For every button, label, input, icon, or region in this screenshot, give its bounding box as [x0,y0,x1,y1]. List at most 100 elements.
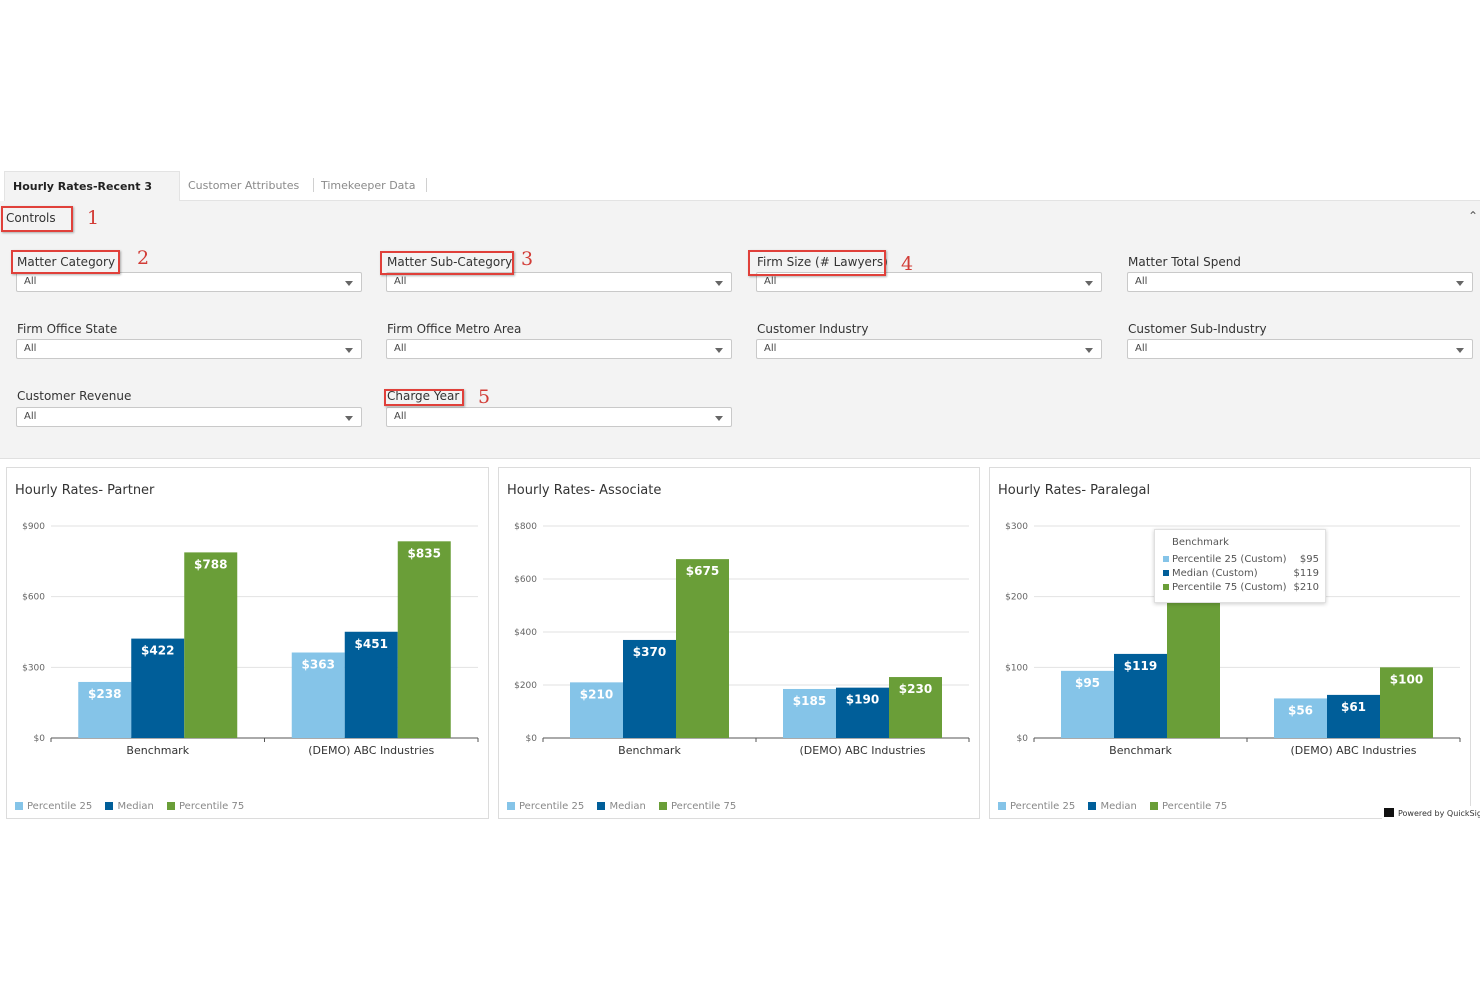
chart-tooltip: Benchmark Percentile 25 (Custom) $95 Medi… [1154,529,1326,603]
tab-hourly-rates[interactable]: Hourly Rates-Recent 3 Years [4,171,180,223]
y-tick-label: $300 [1005,522,1028,532]
bar[interactable] [1061,670,1114,738]
annotation-box-matter-sub-category [380,251,514,275]
legend-label: Percentile 75 [671,801,737,812]
bar[interactable] [184,552,238,738]
tab-customer-attributes[interactable]: Customer Attributes [188,179,300,192]
legend-item[interactable]: Percentile 25 [15,801,92,812]
data-label: $210 [580,687,613,701]
caret-down-icon [715,348,723,353]
bar[interactable] [783,688,836,738]
customer-revenue-dropdown[interactable]: All [16,407,362,427]
legend-item[interactable]: Percentile 25 [998,801,1075,812]
matter-sub-category-dropdown[interactable]: All [386,272,732,292]
dropdown-value: All [394,276,407,287]
filter-label-customer-sub-industry: Customer Sub-Industry [1128,322,1267,336]
dropdown-value: All [1135,276,1148,287]
bar[interactable] [397,541,451,738]
y-tick-label: $200 [514,681,537,691]
data-label: $190 [846,693,879,707]
chart-title: Hourly Rates- Partner [15,483,155,498]
caret-down-icon [345,348,353,353]
tooltip-title: Benchmark [1172,537,1229,548]
sheet-tabs: Hourly Rates-Recent 3 Years Customer Att… [4,171,1480,223]
data-label: $238 [88,687,121,701]
tooltip-value: $119 [1293,568,1319,579]
legend-label: Percentile 25 [27,801,93,812]
firm-office-metro-area-dropdown[interactable]: All [386,339,732,359]
matter-category-dropdown[interactable]: All [16,272,362,292]
caret-down-icon [345,416,353,421]
legend-item[interactable]: Percentile 25 [507,801,584,812]
data-label: $230 [899,682,932,696]
bar[interactable] [1380,667,1433,738]
legend-item[interactable]: Median [105,801,154,812]
charge-year-dropdown[interactable]: All [386,407,732,427]
bar[interactable] [131,638,185,738]
bar[interactable] [78,681,132,738]
y-tick-label: $800 [514,522,537,532]
associate-bar-chart: $0 $200 $400 $600 $800 $210 $370 $675 Benchmark $… [514,522,970,757]
customer-sub-industry-dropdown[interactable]: All [1127,339,1473,359]
bar[interactable] [1274,698,1327,738]
legend-item[interactable]: Percentile 75 [659,801,736,812]
bar[interactable] [1167,589,1220,738]
bar[interactable] [676,559,729,738]
legend-label: Percentile 75 [1162,801,1228,812]
filter-label-customer-industry: Customer Industry [757,322,869,336]
annotation-number: 3 [521,248,534,270]
chart-title: Hourly Rates- Paralegal [998,483,1151,498]
legend-item[interactable]: Median [1088,801,1137,812]
data-label: $370 [633,645,666,659]
tab-timekeeper-data[interactable]: Timekeeper Data [321,179,416,192]
chart-panel-associate: Hourly Rates- Associate $0 $200 $400 $600 $8… [498,467,980,819]
filter-label-firm-office-state: Firm Office State [17,322,118,336]
data-label: $422 [141,644,174,658]
bar[interactable] [570,682,623,738]
bar[interactable] [836,687,889,738]
x-category-label: Benchmark [618,744,681,757]
x-category-label: (DEMO) ABC Industries [1291,744,1417,757]
tooltip-row: Median (Custom) $119 [1163,568,1319,579]
tooltip-row: Percentile 25 (Custom) $95 [1163,554,1319,565]
annotation-box-matter-category [11,250,120,274]
tooltip-value: $95 [1299,554,1319,565]
tooltip-row: Percentile 75 (Custom) $210 [1163,582,1319,593]
y-tick-label: $0 [34,734,46,744]
powered-by-badge[interactable]: Powered by QuickSight [1382,806,1480,820]
legend-item[interactable]: Percentile 75 [1150,801,1227,812]
filter-label-matter-sub-category: Matter Sub-Category [387,255,513,269]
caret-down-icon [715,281,723,286]
filter-label-charge-year: Charge Year [387,389,460,403]
y-tick-label: $300 [22,663,45,673]
legend-item[interactable]: Percentile 75 [167,801,244,812]
data-label: $119 [1124,659,1157,673]
annotation-number: 2 [137,247,150,269]
bar[interactable] [291,652,345,738]
legend-label: Percentile 25 [519,801,585,812]
bar[interactable] [1114,653,1167,738]
chart-legend: Percentile 25 Median Percentile 75 [507,801,746,812]
data-label: $363 [302,657,335,671]
matter-total-spend-dropdown[interactable]: All [1127,272,1473,292]
x-category-label: Benchmark [126,744,189,757]
annotation-number: 5 [478,386,491,408]
firm-office-state-dropdown[interactable]: All [16,339,362,359]
firm-size-dropdown[interactable]: All [756,272,1102,292]
caret-down-icon [345,281,353,286]
legend-item[interactable]: Median [597,801,646,812]
dropdown-value: All [394,411,407,422]
bar[interactable] [889,677,942,738]
filter-label-matter-category: Matter Category [17,255,116,269]
controls-title[interactable]: Controls [6,211,56,225]
x-category-label: (DEMO) ABC Industries [800,744,926,757]
caret-down-icon [1456,281,1464,286]
dropdown-value: All [764,343,777,354]
bar[interactable] [623,639,676,738]
customer-industry-dropdown[interactable]: All [756,339,1102,359]
data-label: $185 [793,694,826,708]
bar[interactable] [344,631,398,738]
chevron-up-icon[interactable]: ⌃ [1467,209,1478,223]
legend-label: Median [609,801,646,812]
bar[interactable] [1327,694,1380,738]
